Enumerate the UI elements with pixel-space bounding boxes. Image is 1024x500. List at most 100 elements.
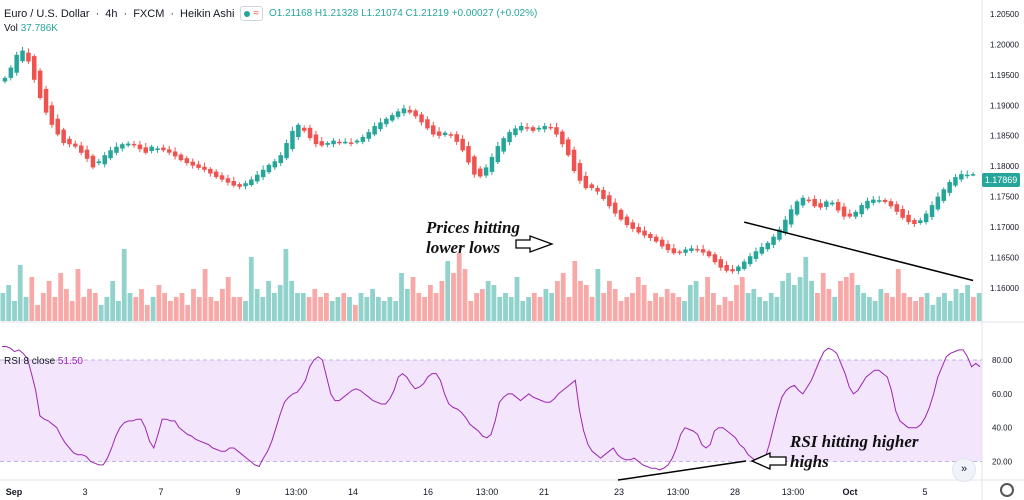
candle-body xyxy=(571,149,577,171)
symbol-name[interactable]: Euro / U.S. Dollar xyxy=(4,7,90,20)
time-axis-label: 13:00 xyxy=(782,487,805,497)
volume-bar xyxy=(751,289,757,321)
interval-label[interactable]: 4h xyxy=(105,7,118,20)
volume-bar xyxy=(156,285,162,321)
volume-bar xyxy=(907,297,913,321)
volume-bar xyxy=(248,257,254,321)
volume-bar xyxy=(687,285,693,321)
volume-bar xyxy=(728,301,734,321)
candle-body xyxy=(624,216,630,226)
volume-bar xyxy=(243,301,248,321)
volume-bar xyxy=(69,301,75,321)
candle-body xyxy=(771,236,776,245)
volume-bar xyxy=(699,297,705,321)
price-tick-label: 1.18500 xyxy=(990,132,1019,141)
volume-bar xyxy=(191,289,196,321)
volume-bar xyxy=(474,293,479,321)
time-axis-label: 21 xyxy=(539,487,549,497)
scroll-to-realtime-button[interactable]: » xyxy=(952,458,976,482)
volume-bar xyxy=(745,293,751,321)
market-open-icon xyxy=(244,10,251,17)
volume-bar xyxy=(682,301,687,321)
candle-body xyxy=(560,131,565,145)
candle-body xyxy=(859,205,864,215)
volume-bar xyxy=(381,301,387,321)
volume-bar xyxy=(116,301,121,321)
candle-body xyxy=(618,209,624,220)
chart-style-label[interactable]: Heikin Ashi xyxy=(180,7,235,20)
volume-bar xyxy=(410,277,416,321)
volume-bar xyxy=(277,285,283,321)
volume-bar xyxy=(64,289,69,321)
volume-bar xyxy=(214,301,219,321)
volume-bar xyxy=(878,289,884,321)
time-axis-label: 23 xyxy=(614,487,624,497)
candle-body xyxy=(595,188,600,192)
volume-bar xyxy=(144,305,150,321)
candle-body xyxy=(354,140,360,143)
volume-bar xyxy=(289,281,295,321)
candle-body xyxy=(847,213,853,217)
time-axis-label: 5 xyxy=(922,487,927,497)
volume-bar xyxy=(803,257,809,321)
candle-body xyxy=(736,266,741,272)
candle-body xyxy=(460,138,465,151)
candle-body xyxy=(835,202,841,211)
rsi-tick-label: 80.00 xyxy=(992,356,1013,365)
candle-body xyxy=(601,189,606,199)
candle-body xyxy=(43,88,49,113)
volume-bar xyxy=(653,293,658,321)
candle-body xyxy=(343,141,348,144)
candle-body xyxy=(55,118,60,135)
market-status-badge[interactable]: ≈ xyxy=(240,6,263,21)
volume-bar xyxy=(433,293,439,321)
volume-bar xyxy=(549,293,555,321)
candle-body xyxy=(501,138,506,152)
candle-body xyxy=(96,161,102,164)
volume-bar xyxy=(635,277,641,321)
volume-bar xyxy=(965,285,970,321)
candle-body xyxy=(442,132,448,136)
candle-body xyxy=(360,136,366,142)
candle-body xyxy=(425,119,430,129)
volume-bar xyxy=(341,293,347,321)
volume-bar xyxy=(312,289,318,321)
candle-body xyxy=(783,219,788,234)
candle-body xyxy=(372,126,377,135)
volume-bar xyxy=(757,297,762,321)
volume-bar xyxy=(791,285,797,321)
rsi-legend: RSI 8 close 51.50 xyxy=(4,356,83,367)
volume-bar xyxy=(445,261,451,321)
candle-body xyxy=(877,200,882,202)
time-axis-label: Oct xyxy=(842,487,857,497)
volume-bar xyxy=(364,297,370,321)
candle-body xyxy=(366,132,371,139)
candle-body xyxy=(243,183,248,187)
volume-bar xyxy=(595,269,601,321)
rsi-annotation-line-2: highs xyxy=(790,452,829,471)
volume-bar xyxy=(399,273,404,321)
volume-bar xyxy=(670,293,676,321)
volume-bar xyxy=(370,289,375,321)
volume-bar xyxy=(196,297,202,321)
candle-body xyxy=(671,248,677,254)
volume-bar xyxy=(479,289,485,321)
rsi-tick-label: 60.00 xyxy=(992,390,1013,399)
exchange-label: FXCM xyxy=(133,7,165,20)
volume-label: Vol xyxy=(4,23,18,34)
candle-body xyxy=(431,125,436,135)
gear-icon[interactable] xyxy=(1000,483,1014,497)
candle-body xyxy=(507,132,512,143)
candle-body xyxy=(260,169,266,178)
candle-body xyxy=(395,111,401,117)
candle-body xyxy=(73,143,78,147)
candle-body xyxy=(319,141,324,146)
volume-bar xyxy=(237,297,243,321)
candle-body xyxy=(654,236,659,242)
time-axis-label: 28 xyxy=(730,487,740,497)
volume-bar xyxy=(809,281,814,321)
candle-body xyxy=(724,265,729,271)
volume-bar xyxy=(901,293,907,321)
volume-bar xyxy=(272,293,277,321)
